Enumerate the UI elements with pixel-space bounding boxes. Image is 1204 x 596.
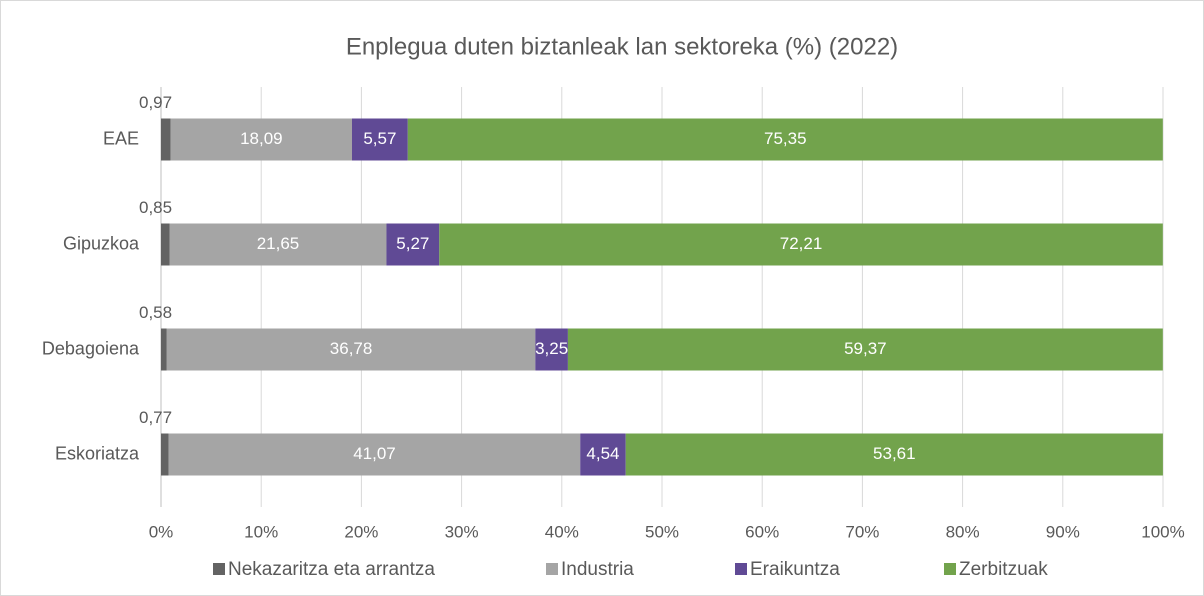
legend-label: Eraikuntza bbox=[750, 559, 840, 580]
x-tick-label: 80% bbox=[946, 522, 980, 541]
bar-segment bbox=[161, 328, 167, 371]
bar-segment bbox=[625, 433, 1163, 476]
y-tick-label: EAE bbox=[103, 128, 139, 148]
bar-segment bbox=[439, 223, 1163, 266]
data-label: 53,61 bbox=[873, 444, 916, 463]
legend-swatch bbox=[944, 563, 956, 575]
legend-label: Zerbitzuak bbox=[959, 559, 1048, 580]
legend-swatch bbox=[735, 563, 747, 575]
data-label: 0,97 bbox=[139, 93, 172, 112]
x-tick-label: 30% bbox=[445, 522, 479, 541]
y-tick-label: Gipuzkoa bbox=[63, 233, 140, 253]
x-tick-label: 90% bbox=[1046, 522, 1080, 541]
data-label: 72,21 bbox=[780, 234, 823, 253]
x-tick-label: 60% bbox=[745, 522, 779, 541]
data-label: 3,25 bbox=[535, 339, 568, 358]
bar-segment bbox=[161, 433, 169, 476]
x-tick-label: 40% bbox=[545, 522, 579, 541]
bar-segment bbox=[407, 118, 1163, 161]
x-tick-label: 20% bbox=[344, 522, 378, 541]
x-tick-label: 100% bbox=[1141, 522, 1184, 541]
data-label: 21,65 bbox=[257, 234, 300, 253]
data-label: 5,27 bbox=[396, 234, 429, 253]
data-label: 0,85 bbox=[139, 198, 172, 217]
legend-label: Industria bbox=[561, 559, 634, 580]
bar-segment bbox=[580, 433, 626, 476]
bar-segment bbox=[535, 328, 568, 371]
chart-title: Enplegua duten biztanleak lan sektoreka … bbox=[346, 33, 898, 60]
data-label: 75,35 bbox=[764, 129, 807, 148]
bar-segment bbox=[168, 433, 581, 476]
bar-segment bbox=[169, 223, 387, 266]
bar-segment bbox=[351, 118, 408, 161]
legend-label: Nekazaritza eta arrantza bbox=[228, 559, 435, 580]
data-label: 5,57 bbox=[363, 129, 396, 148]
bar-segment bbox=[166, 328, 536, 371]
bar-segment bbox=[161, 223, 170, 266]
legend-swatch bbox=[546, 563, 558, 575]
data-label: 4,54 bbox=[586, 444, 619, 463]
bar-segment bbox=[161, 118, 171, 161]
data-label: 36,78 bbox=[330, 339, 373, 358]
bar-segment bbox=[170, 118, 352, 161]
x-tick-label: 10% bbox=[244, 522, 278, 541]
data-label: 18,09 bbox=[240, 129, 283, 148]
bar-segment bbox=[386, 223, 440, 266]
data-label: 59,37 bbox=[844, 339, 887, 358]
x-tick-label: 0% bbox=[149, 522, 174, 541]
data-label: 0,77 bbox=[139, 408, 172, 427]
data-label: 41,07 bbox=[353, 444, 396, 463]
x-tick-label: 50% bbox=[645, 522, 679, 541]
y-tick-label: Debagoiena bbox=[42, 338, 140, 358]
legend-swatch bbox=[213, 563, 225, 575]
x-tick-label: 70% bbox=[845, 522, 879, 541]
y-tick-label: Eskoriatza bbox=[55, 443, 140, 463]
bar-segment bbox=[567, 328, 1163, 371]
data-label: 0,58 bbox=[139, 303, 172, 322]
